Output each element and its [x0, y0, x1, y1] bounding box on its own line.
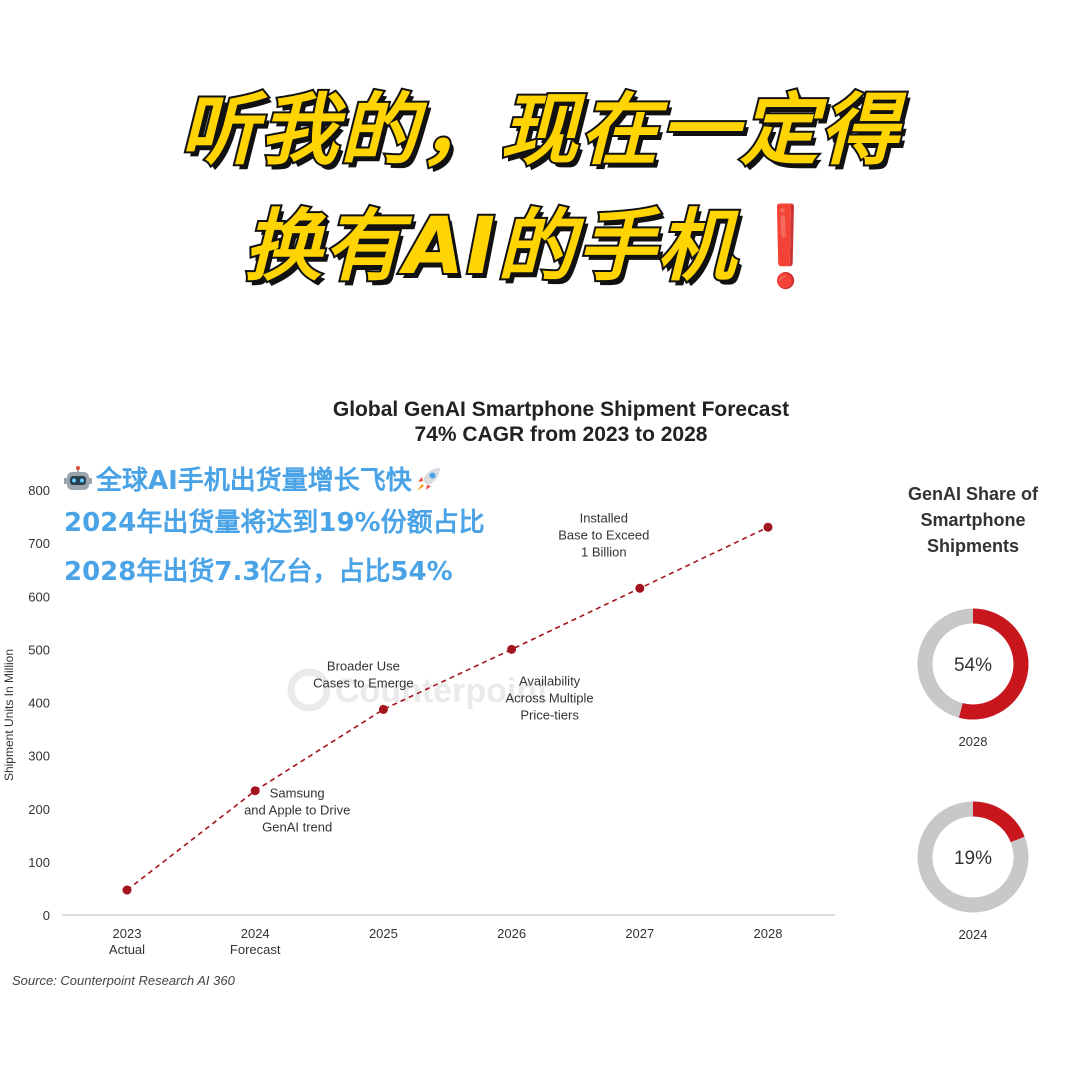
headline-line-2-text: 换有AI的手机: [242, 202, 738, 292]
y-tick-label: 800: [28, 483, 50, 498]
chart-subtitle: 74% CAGR from 2023 to 2028: [415, 423, 708, 446]
overlay-line-3: 2028年出货7.3亿台，占比54%: [64, 557, 453, 587]
robot-icon: [64, 466, 92, 490]
rocket-icon: [416, 468, 440, 491]
y-axis-label: Shipment Units In Million: [2, 649, 16, 781]
data-point: [507, 644, 517, 654]
watermark-text: Counterpoint: [335, 672, 548, 710]
data-point: [635, 583, 645, 593]
series-points: [122, 522, 773, 895]
data-point: [250, 786, 260, 796]
x-tick-label: 2024: [241, 926, 270, 941]
y-tick-label: 300: [28, 749, 50, 764]
data-point: [378, 704, 388, 714]
annotation-text: Samsung: [270, 786, 325, 801]
y-tick-label: 100: [28, 855, 50, 870]
x-tick-label: 2027: [625, 926, 654, 941]
y-tick-label: 700: [28, 536, 50, 551]
annotation-text: 1 Billion: [581, 544, 627, 559]
y-tick-label: 500: [28, 642, 50, 657]
annotation-text: GenAI trend: [262, 820, 332, 835]
annotation-text: Base to Exceed: [558, 527, 649, 542]
donut-share-arc: [917, 608, 1029, 720]
x-tick-sublabel: Forecast: [230, 942, 281, 957]
x-tick-label: 2025: [369, 926, 398, 941]
donut-percent-label: 19%: [954, 848, 992, 869]
series-line: [126, 526, 769, 891]
donut-percent-label: 54%: [954, 655, 992, 676]
overlay-line-2: 2024年出货量将达到19%份额占比: [64, 508, 485, 538]
watermark-logo: Counterpoint: [287, 668, 548, 712]
x-tick-label: 2028: [754, 926, 783, 941]
donut-panel-title: GenAI Share of Smartphone Shipments: [908, 484, 1039, 556]
annotation-text: Broader Use: [327, 658, 400, 673]
y-axis-ticks: 0 100 200 300 400 500 600 700 800: [28, 483, 50, 923]
donut-charts: 54% 2028 19% 2024: [917, 608, 1029, 942]
annotation-text: Cases to Emerge: [313, 675, 413, 690]
y-tick-label: 200: [28, 802, 50, 817]
donut-year-label: 2024: [959, 927, 988, 942]
overlay-line-1: 全球AI手机出货量增长飞快: [64, 464, 444, 494]
x-tick-label: 2023: [113, 926, 142, 941]
headline-line-1: 听我的，现在一定得: [178, 86, 900, 176]
annotation-text: Across Multiple: [506, 690, 594, 705]
annotation-text: and Apple to Drive: [244, 803, 350, 818]
donut-title-line-1: GenAI Share of: [908, 484, 1039, 504]
headline-line-2: 换有AI的手机❗: [0, 206, 1080, 288]
annotation-text: Installed: [580, 510, 628, 525]
chart-annotations: Samsung and Apple to Drive GenAI trend Broa…: [244, 510, 649, 834]
x-tick-label: 2026: [497, 926, 526, 941]
data-point: [122, 885, 132, 895]
x-tick-sublabel: Actual: [109, 942, 145, 957]
annotation-text: Price-tiers: [520, 707, 579, 722]
donut-title-line-2: Smartphone: [920, 510, 1025, 530]
donut-year-label: 2028: [959, 734, 988, 749]
y-tick-label: 400: [28, 696, 50, 711]
donut-title-line-3: Shipments: [927, 536, 1019, 556]
donut-share-arc: [917, 801, 1029, 913]
exclamation-icon: ❗: [737, 202, 837, 292]
y-tick-label: 600: [28, 589, 50, 604]
annotation-text: Availability: [519, 673, 581, 688]
data-point: [763, 522, 773, 532]
overlay-line-1-text: 全球AI手机出货量增长飞快: [96, 466, 412, 496]
source-note: Source: Counterpoint Research AI 360: [12, 973, 236, 988]
y-tick-label: 0: [43, 908, 50, 923]
chart-title: Global GenAI Smartphone Shipment Forecas…: [333, 398, 789, 421]
